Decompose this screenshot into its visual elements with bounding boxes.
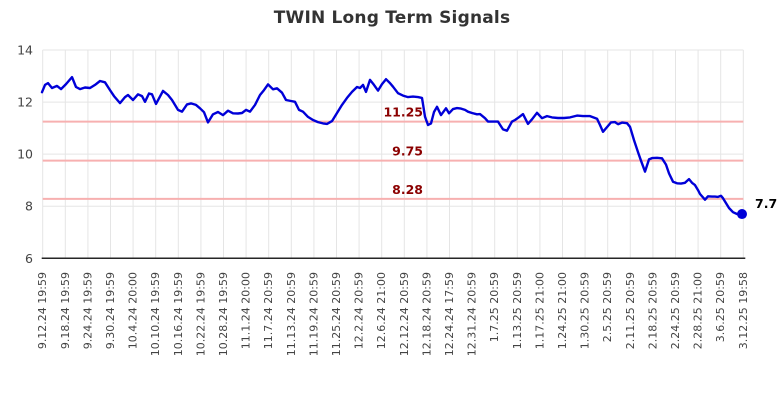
y-tick-label: 8 [25,199,33,214]
x-tick-label: 10.4.24 20:00 [127,272,140,349]
x-tick-label: 9.30.24 19:59 [104,272,117,349]
x-tick-label: 2.24.25 20:59 [669,272,682,349]
x-tick-label: 11.1.24 20:00 [240,272,253,349]
y-tick-label: 10 [17,147,33,162]
last-value-label: 7.7 [755,196,777,211]
x-tick-label: 3.6.25 20:59 [714,272,727,342]
chart-title: TWIN Long Term Signals [273,8,511,28]
x-tick-label: 2.5.25 20:59 [601,272,614,342]
x-tick-label: 11.13.24 20:59 [285,272,298,356]
x-tick-label: 10.28.24 19:59 [217,272,230,356]
y-tick-label: 14 [17,43,33,58]
y-tick-label: 6 [25,251,33,266]
x-tick-label: 3.12.25 19:58 [737,272,750,349]
x-tick-label: 10.22.24 19:59 [194,272,207,356]
x-tick-label: 2.18.25 20:59 [646,272,659,349]
x-tick-label: 1.24.25 21:00 [556,272,569,349]
x-tick-label: 1.13.25 20:59 [511,272,524,349]
x-tick-label: 9.18.24 19:59 [59,272,72,349]
x-tick-label: 1.7.25 20:59 [488,272,501,342]
x-tick-label: 2.11.25 20:59 [624,272,637,349]
x-tick-label: 9.24.24 19:59 [81,272,94,349]
x-tick-label: 12.6.24 21:00 [375,272,388,349]
x-tick-label: 12.31.24 20:59 [466,272,479,356]
x-tick-label: 1.17.25 21:00 [533,272,546,349]
x-tick-label: 1.30.25 20:59 [579,272,592,349]
x-tick-label: 10.10.24 19:59 [149,272,162,356]
signal-label: 8.28 [392,182,423,197]
signal-label: 9.75 [392,144,423,159]
signal-label: 11.25 [383,105,423,120]
x-tick-label: 11.25.24 20:59 [330,272,343,356]
x-tick-label: 12.2.24 20:59 [353,272,366,349]
x-tick-label: 12.18.24 20:59 [420,272,433,356]
x-tick-label: 11.7.24 20:59 [262,272,275,349]
y-tick-label: 12 [17,95,33,110]
x-tick-label: 2.28.25 21:00 [692,272,705,349]
end-dot [737,209,747,220]
price-line [40,75,744,216]
x-tick-label: 9.12.24 19:59 [36,272,49,349]
x-tick-label: 12.24.24 17:59 [443,272,456,356]
x-tick-label: 10.16.24 19:59 [172,272,185,356]
x-tick-label: 12.12.24 20:59 [398,272,411,356]
x-tick-label: 11.19.24 20:59 [307,272,320,356]
